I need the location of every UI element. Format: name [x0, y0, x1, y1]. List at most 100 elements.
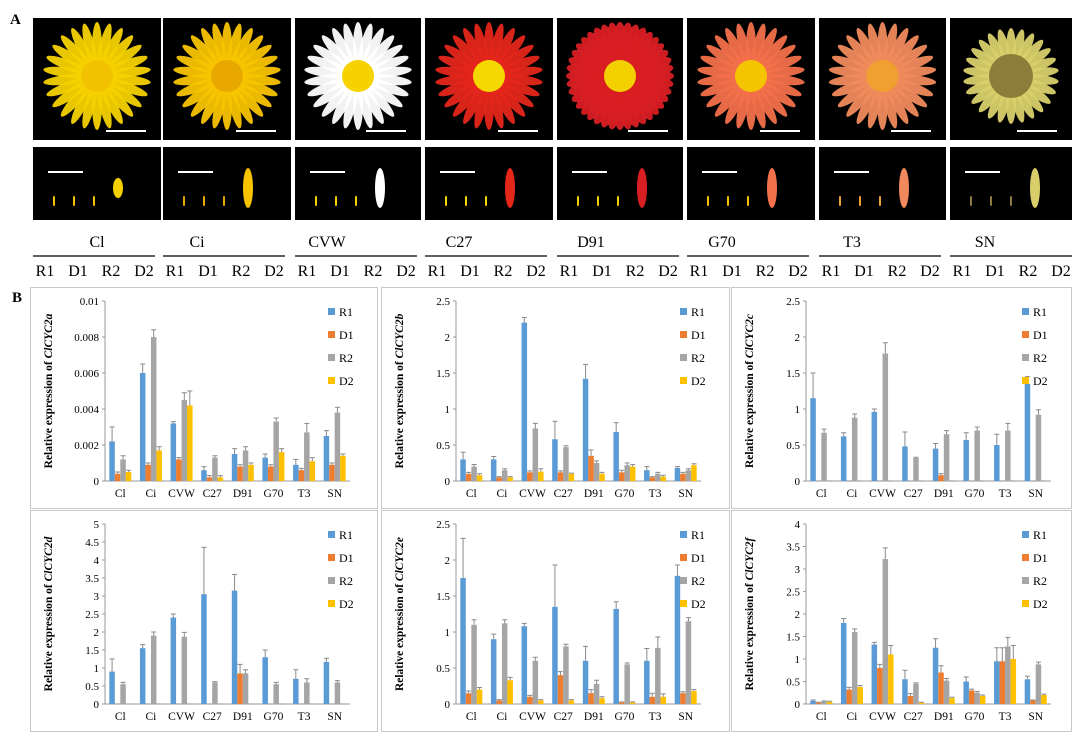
error-bar [1036, 662, 1041, 664]
ray-floret [113, 178, 123, 198]
bar [324, 662, 330, 704]
bar [201, 470, 207, 481]
y-tick-label: 4.5 [85, 537, 99, 549]
error-bar [583, 364, 588, 378]
y-tick-label: 2 [94, 627, 100, 639]
error-bar [243, 670, 248, 674]
legend-label: R2 [691, 574, 705, 588]
bar [1005, 646, 1011, 704]
y-tick-label: 2 [445, 332, 451, 344]
error-bar [661, 694, 666, 697]
error-bar [310, 458, 315, 462]
y-tick-label: 0.5 [85, 681, 99, 693]
legend-label: R1 [1033, 305, 1047, 319]
error-bar [969, 689, 974, 690]
error-bar [852, 629, 857, 632]
error-bar [299, 468, 304, 470]
y-tick-label: 3.5 [786, 542, 800, 554]
stage-label: D1 [854, 263, 874, 280]
error-bar [329, 463, 334, 465]
bar [630, 703, 636, 704]
bar [841, 436, 847, 481]
error-bar [212, 682, 217, 683]
legend-swatch [1022, 377, 1029, 384]
error-bar [335, 681, 340, 683]
legend-swatch [680, 308, 687, 315]
stage-label: D1 [330, 263, 350, 280]
error-bar [151, 632, 156, 636]
bar [335, 682, 341, 704]
bar [182, 400, 188, 481]
bar [522, 323, 528, 481]
stage-label: R2 [102, 263, 121, 280]
bar [120, 684, 126, 704]
floret [93, 196, 95, 206]
error-bar [491, 457, 496, 460]
flower-centre [867, 60, 899, 92]
bar [171, 618, 177, 704]
error-bar [538, 700, 543, 701]
error-bar [151, 330, 156, 337]
y-axis-label: Relative expression of ClCYC2d [43, 536, 55, 691]
bar [888, 655, 894, 705]
error-bar [533, 423, 538, 428]
floret-photo [687, 147, 815, 220]
stage-label: D1 [985, 263, 1005, 280]
y-tick-label: 1.5 [85, 645, 99, 657]
floret [315, 196, 317, 206]
error-bar [589, 450, 594, 456]
bar [522, 626, 528, 704]
bar [496, 477, 502, 481]
bar [872, 645, 878, 704]
stage-label: D2 [1051, 263, 1071, 280]
x-tick-label: Cl [816, 711, 827, 723]
flower-centre [989, 54, 1033, 98]
error-bar [680, 692, 685, 693]
legend-label: R1 [1033, 528, 1047, 542]
bar [563, 447, 569, 481]
ray-floret [1030, 168, 1040, 208]
floret-photo [33, 147, 161, 220]
legend-swatch [328, 531, 335, 538]
legend-swatch [328, 600, 335, 607]
gene-name: ClCYC2c [744, 314, 756, 358]
stage-label: R1 [298, 263, 317, 280]
y-tick-label: 2.5 [786, 296, 800, 308]
gene-name: ClCYC2b [394, 313, 406, 358]
bar [594, 684, 600, 704]
x-tick-label: Ci [847, 711, 858, 723]
x-tick-label: CVW [168, 488, 195, 500]
error-bar [563, 644, 568, 646]
floret [879, 196, 881, 206]
bar [324, 436, 330, 481]
bar [1025, 384, 1031, 481]
y-tick-label: 0.5 [436, 663, 450, 675]
bar [299, 470, 305, 481]
error-bar [872, 409, 877, 412]
legend-swatch [1022, 554, 1029, 561]
y-tick-label: 0.008 [74, 332, 99, 344]
error-bar [1005, 423, 1010, 430]
flower-centre [735, 60, 767, 92]
bar [938, 475, 944, 481]
floret [970, 196, 972, 206]
legend-label: D1 [1033, 551, 1048, 565]
stage-label: R2 [232, 263, 251, 280]
genotype-label: D91 [577, 234, 605, 251]
error-bar [883, 343, 888, 354]
stage-label: D2 [920, 263, 940, 280]
stage-label: R1 [560, 263, 579, 280]
bar [310, 461, 316, 481]
error-bar [933, 639, 938, 648]
error-bar [661, 475, 666, 476]
error-bar [675, 565, 680, 576]
floret [577, 196, 579, 206]
bar [262, 657, 268, 704]
bar [994, 445, 1000, 481]
x-tick-label: Cl [466, 711, 477, 723]
error-bar [293, 670, 298, 679]
bar [109, 672, 115, 704]
floret-photo [425, 147, 553, 220]
bar [538, 472, 544, 481]
ray-floret [637, 168, 647, 208]
